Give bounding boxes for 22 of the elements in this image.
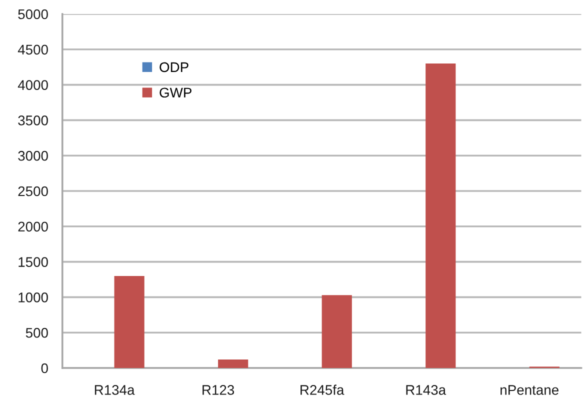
y-tick-label: 1500 bbox=[18, 257, 48, 267]
bar bbox=[322, 295, 352, 368]
x-tick-label: R134a bbox=[94, 385, 135, 395]
legend-label: ODP bbox=[160, 62, 188, 72]
y-tick-label: 2000 bbox=[18, 222, 48, 232]
x-tick-label: R245fa bbox=[300, 384, 344, 395]
bar bbox=[426, 64, 456, 368]
bar bbox=[114, 276, 144, 368]
y-tick-label: 2500 bbox=[18, 186, 48, 196]
y-tick-label: 4500 bbox=[18, 44, 48, 55]
y-tick-label: 500 bbox=[26, 328, 48, 338]
y-tick-label: 0 bbox=[41, 363, 48, 374]
x-tick-label: R123 bbox=[202, 385, 234, 395]
y-tick-label: 1000 bbox=[18, 292, 48, 302]
legend-label: GWP bbox=[160, 88, 192, 98]
x-tick-label: nPentane bbox=[500, 385, 558, 395]
y-tick-label: 5000 bbox=[18, 9, 48, 20]
y-tick-label: 3500 bbox=[18, 116, 48, 126]
y-tick-label: 4000 bbox=[18, 80, 48, 90]
bar bbox=[218, 360, 248, 368]
y-tick-label: 3000 bbox=[18, 150, 48, 161]
x-tick-label: R143a bbox=[406, 385, 446, 395]
